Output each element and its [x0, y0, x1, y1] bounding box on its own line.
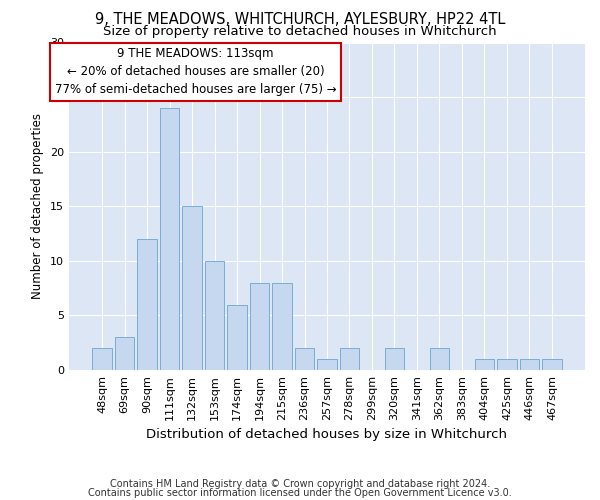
Text: 9, THE MEADOWS, WHITCHURCH, AYLESBURY, HP22 4TL: 9, THE MEADOWS, WHITCHURCH, AYLESBURY, H… — [95, 12, 505, 28]
Bar — [542, 359, 562, 370]
Bar — [430, 348, 449, 370]
Bar — [182, 206, 202, 370]
X-axis label: Distribution of detached houses by size in Whitchurch: Distribution of detached houses by size … — [146, 428, 508, 442]
Text: Size of property relative to detached houses in Whitchurch: Size of property relative to detached ho… — [103, 25, 497, 38]
Bar — [160, 108, 179, 370]
Bar — [497, 359, 517, 370]
Bar — [92, 348, 112, 370]
Bar — [205, 261, 224, 370]
Bar — [317, 359, 337, 370]
Bar — [250, 282, 269, 370]
Bar — [295, 348, 314, 370]
Bar — [272, 282, 292, 370]
Bar — [340, 348, 359, 370]
Bar — [385, 348, 404, 370]
Text: 9 THE MEADOWS: 113sqm
← 20% of detached houses are smaller (20)
77% of semi-deta: 9 THE MEADOWS: 113sqm ← 20% of detached … — [55, 48, 336, 96]
Text: Contains public sector information licensed under the Open Government Licence v3: Contains public sector information licen… — [88, 488, 512, 498]
Bar — [520, 359, 539, 370]
Bar — [475, 359, 494, 370]
Y-axis label: Number of detached properties: Number of detached properties — [31, 114, 44, 299]
Bar — [227, 304, 247, 370]
Text: Contains HM Land Registry data © Crown copyright and database right 2024.: Contains HM Land Registry data © Crown c… — [110, 479, 490, 489]
Bar — [137, 239, 157, 370]
Bar — [115, 337, 134, 370]
